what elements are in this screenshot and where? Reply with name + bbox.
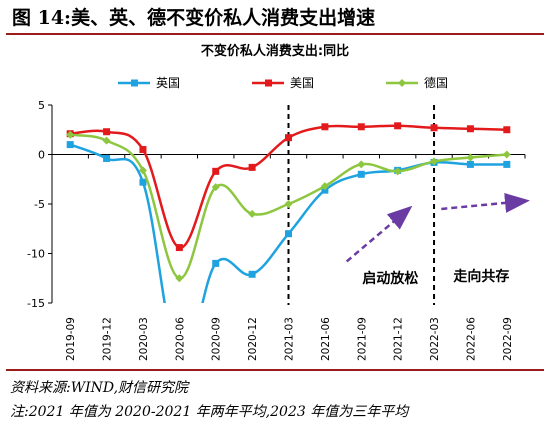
data-point [393, 167, 402, 176]
data-point [503, 160, 511, 168]
data-point [394, 122, 402, 130]
y-tick-label: 0 [38, 149, 45, 162]
x-tick-label: 2020-03 [138, 317, 150, 361]
data-point [139, 146, 147, 154]
x-tick-label: 2022-06 [465, 317, 477, 361]
data-point [357, 170, 365, 178]
footnote: 注:2021 年值为 2020-2021 年两年平均,2023 年值为三年平均 [10, 404, 410, 420]
legend-label: 英国 [156, 76, 180, 90]
data-point [357, 123, 365, 131]
x-tick-label: 2021-03 [284, 317, 296, 361]
data-point [66, 130, 75, 139]
data-point [248, 163, 256, 171]
data-point [285, 134, 292, 142]
figure-title: 图 14:美、英、德不变价私人消费支出增速 [12, 6, 375, 29]
legend: 英国 美国 德国 [118, 75, 448, 90]
series-lines [66, 122, 511, 303]
data-point [321, 123, 329, 131]
trend-arrow [441, 192, 530, 213]
trend-arrows [345, 192, 530, 263]
x-tick-label: 2020-09 [211, 317, 223, 361]
series-2 [66, 122, 511, 252]
legend-swatch-marker [265, 79, 272, 87]
data-point [466, 153, 475, 162]
x-tick-label: 2022-09 [502, 317, 514, 361]
data-point [285, 230, 292, 238]
y-tick-label: -15 [27, 297, 45, 310]
data-point [175, 244, 183, 252]
x-tick-label: 2021-06 [320, 317, 332, 361]
data-point [103, 128, 111, 136]
data-point [211, 183, 220, 192]
data-point [175, 274, 184, 283]
x-tick-label: 2019-09 [65, 317, 77, 361]
y-tick-label: -10 [27, 248, 45, 261]
data-point [430, 124, 438, 132]
x-tick-label: 2020-12 [247, 317, 259, 361]
data-point [430, 157, 439, 166]
data-point [320, 182, 329, 191]
data-point [502, 150, 511, 159]
annotation-label: 走向共存 [453, 268, 509, 285]
series-3 [66, 130, 511, 283]
chart-title: 不变价私人消费支出:同比 [201, 43, 349, 59]
data-point [248, 270, 256, 278]
x-tick-label: 2020-06 [174, 317, 186, 361]
data-point [212, 167, 220, 175]
x-tick-label: 2021-09 [356, 317, 368, 361]
x-tick-label: 2022-03 [429, 317, 441, 361]
annotation-label: 启动放松 [362, 270, 418, 287]
data-point [248, 209, 257, 218]
data-point [139, 178, 147, 186]
x-tick-label: 2021-12 [393, 317, 405, 361]
legend-label: 美国 [290, 76, 314, 90]
data-point [503, 126, 511, 134]
trend-arrow [345, 205, 413, 263]
y-tick-label: -5 [34, 198, 45, 211]
data-point [212, 259, 220, 267]
data-point [466, 125, 474, 133]
y-tick-label: 5 [38, 99, 45, 112]
legend-swatch-marker [131, 79, 138, 87]
data-point [466, 160, 474, 168]
x-tick-label: 2019-12 [102, 317, 114, 361]
annotations: 启动放松 走向共存 [362, 268, 509, 287]
data-point [66, 141, 74, 149]
data-point [357, 160, 366, 169]
legend-swatch-marker [398, 79, 406, 87]
data-point [284, 200, 293, 208]
data-point [138, 166, 147, 175]
data-point [102, 136, 111, 145]
data-point [103, 154, 111, 162]
source-note: 资料来源:WIND,财信研究院 [10, 380, 190, 396]
legend-label: 德国 [424, 75, 448, 90]
